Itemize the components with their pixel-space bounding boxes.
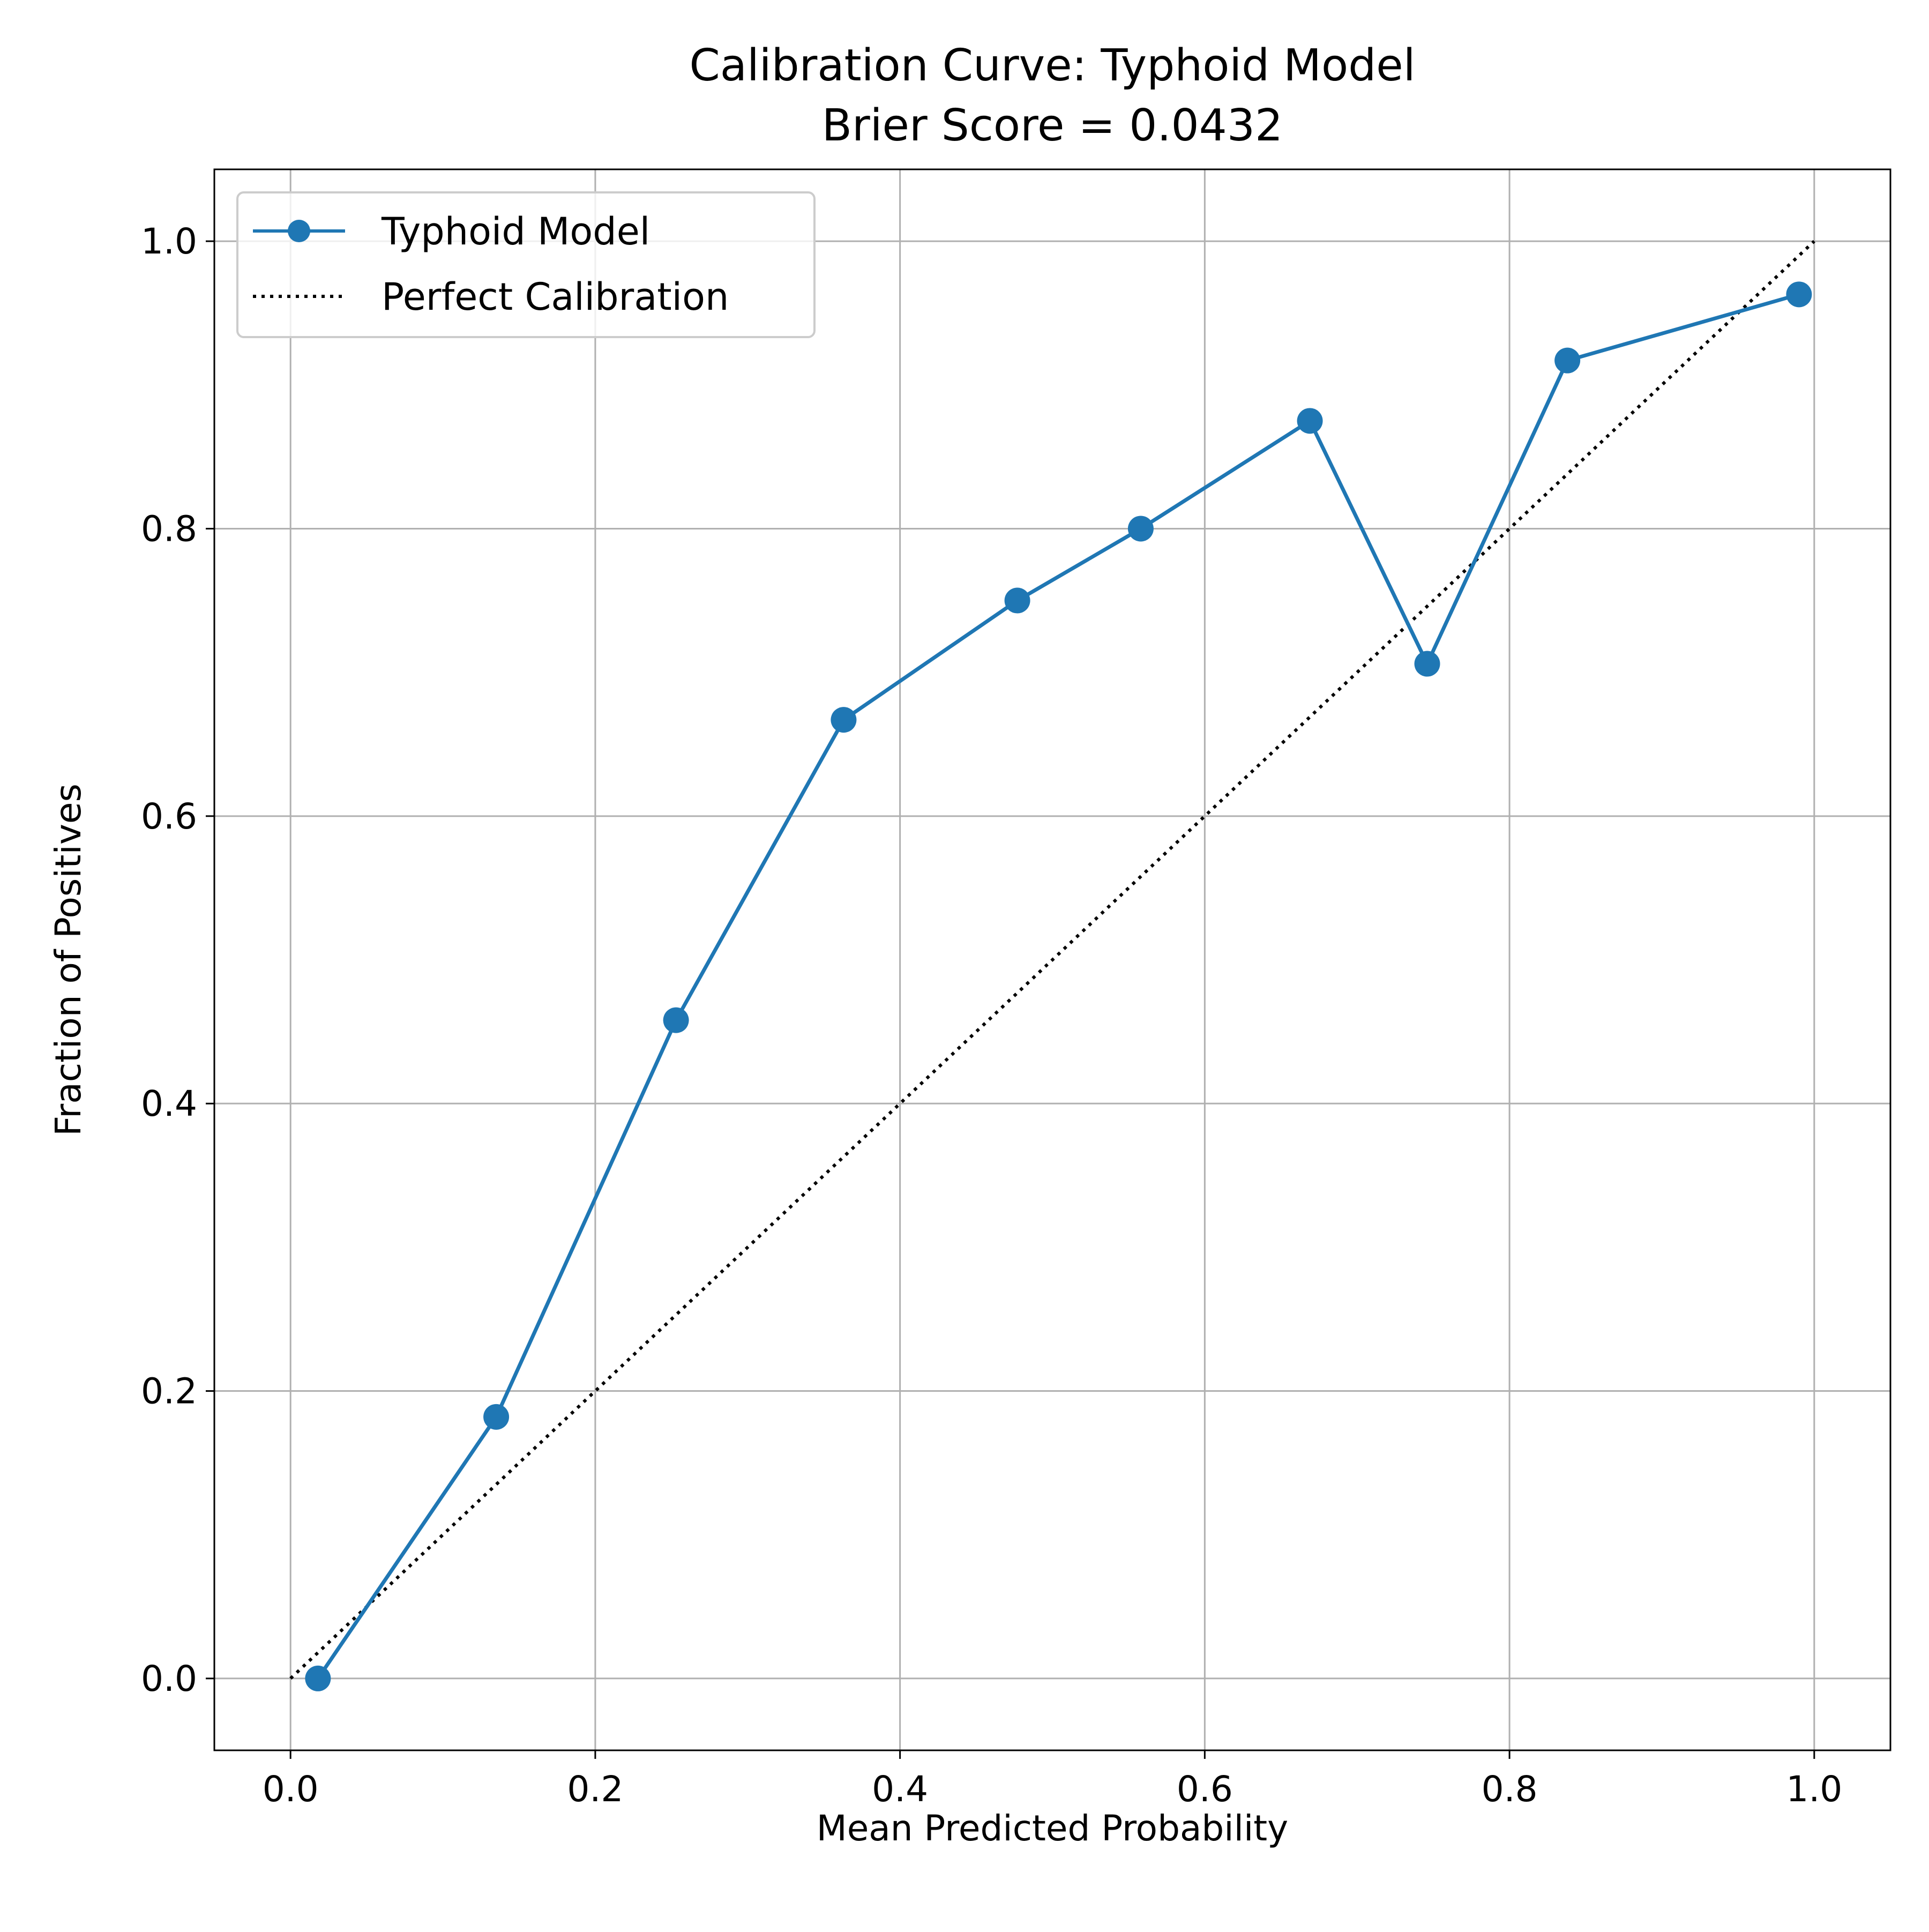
y-tick-label: 0.6 [141,796,197,837]
x-axis-ticks: 0.0 0.2 0.4 0.6 0.8 1.0 [263,1750,1842,1810]
x-tick-label: 0.6 [1177,1769,1233,1810]
typhoid-model-point [663,1007,689,1033]
legend-model-label: Typhoid Model [381,210,650,253]
legend-model-marker [288,220,310,242]
plot-frame [213,168,1891,1751]
typhoid-model-point [1414,651,1440,677]
typhoid-model-point [1004,587,1030,614]
perfect-calibration-line [289,240,1815,1680]
typhoid-model-point [305,1665,331,1691]
y-tick-label: 0.4 [141,1083,197,1124]
typhoid-model-point [1127,516,1154,542]
typhoid-model-point [1786,281,1812,308]
legend-perfect-label: Perfect Calibration [382,275,729,319]
x-axis-label: Mean Predicted Probability [817,1808,1289,1849]
x-tick-label: 1.0 [1786,1769,1842,1810]
y-tick-label: 0.8 [141,508,197,549]
x-tick-label: 0.4 [872,1769,928,1810]
grid-lines [214,169,1890,1750]
typhoid-model-point [483,1404,510,1430]
chart-subtitle: Brier Score = 0.0432 [822,100,1283,151]
legend: Typhoid Model Perfect Calibration [236,191,816,338]
y-axis-label: Fraction of Positives [48,784,89,1136]
legend-frame [236,191,816,338]
y-axis-ticks: 0.0 0.2 0.4 0.6 0.8 1.0 [141,221,214,1699]
y-tick-label: 0.0 [141,1658,197,1699]
chart-title: Calibration Curve: Typhoid Model [690,40,1416,91]
y-tick-label: 1.0 [141,221,197,262]
typhoid-model-point [1554,347,1581,374]
x-tick-label: 0.8 [1482,1769,1538,1810]
typhoid-model-point [1297,408,1323,434]
y-tick-label: 0.2 [141,1371,197,1412]
typhoid-model-line [316,292,1800,1680]
x-tick-label: 0.2 [567,1769,623,1810]
typhoid-model-point [831,707,857,733]
perfect-calibration-layer [289,240,1815,1680]
x-tick-label: 0.0 [263,1769,319,1810]
model-series-layer [305,281,1812,1691]
